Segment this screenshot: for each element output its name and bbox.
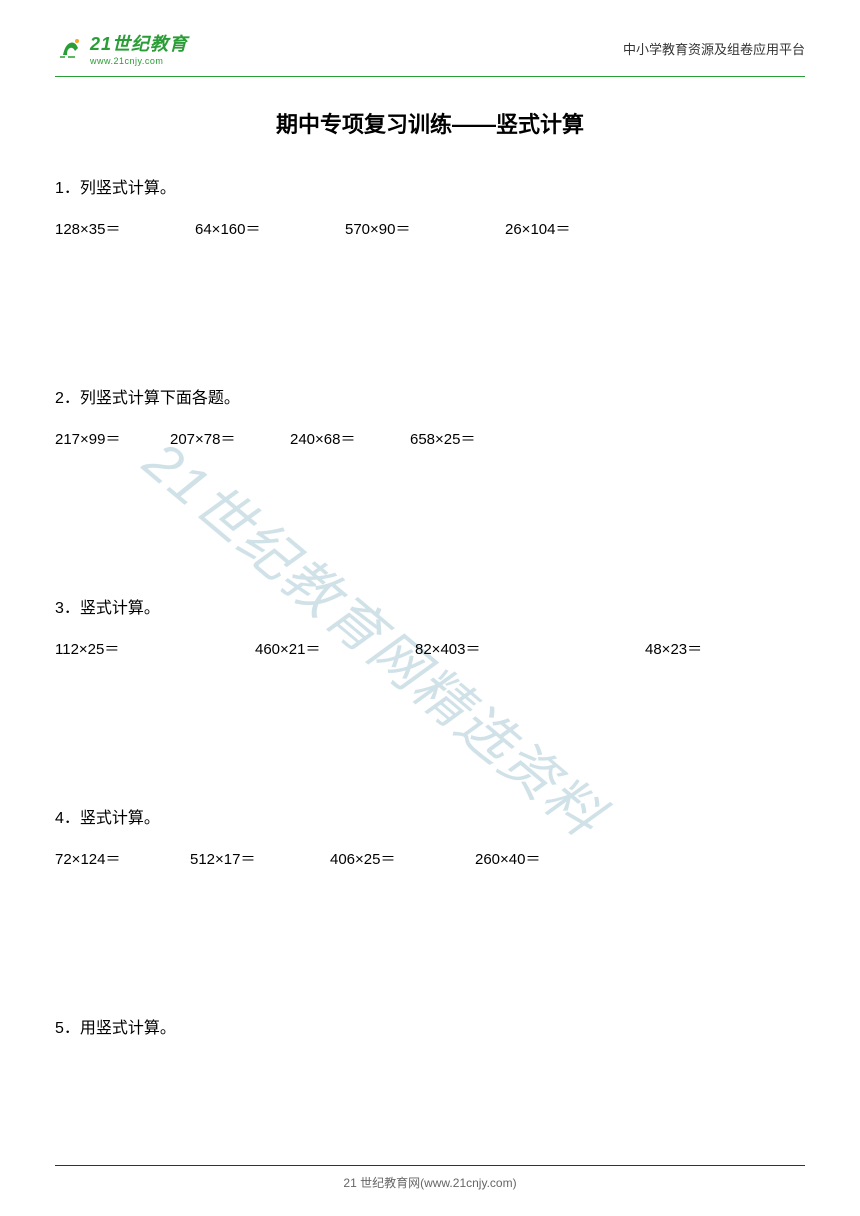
equations-row: 217×99＝ 207×78＝ 240×68＝ 658×25＝ <box>55 428 805 449</box>
question-title: 5．用竖式计算。 <box>55 1014 805 1038</box>
equation: 570×90＝ <box>345 218 505 239</box>
equation: 64×160＝ <box>195 218 345 239</box>
page-title: 期中专项复习训练——竖式计算 <box>0 107 860 139</box>
question-title: 1．列竖式计算。 <box>55 174 805 198</box>
equation: 82×403＝ <box>415 638 645 659</box>
question-4: 4．竖式计算。 72×124＝ 512×17＝ 406×25＝ 260×40＝ <box>55 804 805 869</box>
equation: 658×25＝ <box>410 428 475 449</box>
question-title: 2．列竖式计算下面各题。 <box>55 384 805 408</box>
equations-row: 112×25＝ 460×21＝ 82×403＝ 48×23＝ <box>55 638 805 659</box>
equation: 112×25＝ <box>55 638 255 659</box>
question-1: 1．列竖式计算。 128×35＝ 64×160＝ 570×90＝ 26×104＝ <box>55 174 805 239</box>
equation: 260×40＝ <box>475 848 540 869</box>
logo-text-block: 21世纪教育 www.21cnjy.com <box>90 30 188 66</box>
page-footer: 21 世纪教育网(www.21cnjy.com) <box>0 1174 860 1191</box>
equation: 48×23＝ <box>645 638 702 659</box>
question-3: 3．竖式计算。 112×25＝ 460×21＝ 82×403＝ 48×23＝ <box>55 594 805 659</box>
header-right-text: 中小学教育资源及组卷应用平台 <box>623 39 805 58</box>
question-2: 2．列竖式计算下面各题。 217×99＝ 207×78＝ 240×68＝ 658… <box>55 384 805 449</box>
equation: 460×21＝ <box>255 638 415 659</box>
question-5: 5．用竖式计算。 <box>55 1014 805 1038</box>
equation: 512×17＝ <box>190 848 330 869</box>
question-title: 3．竖式计算。 <box>55 594 805 618</box>
equation: 217×99＝ <box>55 428 170 449</box>
equation: 240×68＝ <box>290 428 410 449</box>
equation: 26×104＝ <box>505 218 570 239</box>
equation: 72×124＝ <box>55 848 190 869</box>
equation: 128×35＝ <box>55 218 195 239</box>
equation: 207×78＝ <box>170 428 290 449</box>
content-area: 1．列竖式计算。 128×35＝ 64×160＝ 570×90＝ 26×104＝… <box>0 174 860 1038</box>
page-header: 21世纪教育 www.21cnjy.com 中小学教育资源及组卷应用平台 <box>0 0 860 76</box>
footer-divider <box>55 1165 805 1166</box>
logo-main-text: 21世纪教育 <box>90 30 188 56</box>
header-divider <box>55 76 805 77</box>
equations-row: 128×35＝ 64×160＝ 570×90＝ 26×104＝ <box>55 218 805 239</box>
equations-row: 72×124＝ 512×17＝ 406×25＝ 260×40＝ <box>55 848 805 869</box>
logo-sub-text: www.21cnjy.com <box>90 56 188 66</box>
page-content: 21世纪教育 www.21cnjy.com 中小学教育资源及组卷应用平台 期中专… <box>0 0 860 1038</box>
logo: 21世纪教育 www.21cnjy.com <box>55 30 188 66</box>
logo-icon <box>55 33 85 63</box>
question-title: 4．竖式计算。 <box>55 804 805 828</box>
equation: 406×25＝ <box>330 848 475 869</box>
